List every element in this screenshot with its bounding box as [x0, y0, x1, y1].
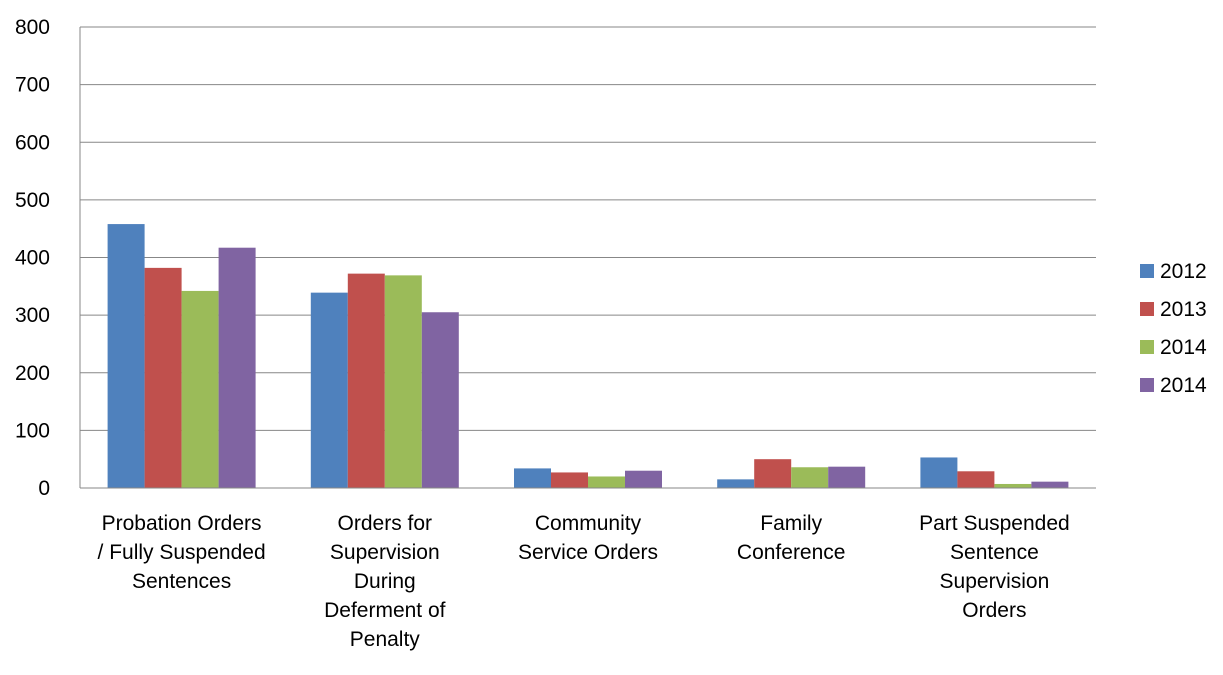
y-axis: 0 100 200 300 400 500 600 700 800 — [15, 16, 81, 500]
x-tick-label-line: Sentences — [132, 570, 231, 593]
bar-2014-1 — [421, 312, 459, 488]
legend-swatch — [1140, 340, 1154, 354]
bar-2013-3 — [754, 459, 792, 488]
bar-2012-4 — [920, 457, 958, 488]
x-tick-label-line: Deferment of — [324, 599, 446, 622]
x-tick-label-line: Community — [535, 512, 642, 535]
bar-2013-4 — [957, 471, 995, 488]
legend-swatch — [1140, 302, 1154, 316]
x-tick-label: Part Suspended Sentence Supervision Orders — [919, 512, 1070, 622]
y-tick-label: 300 — [15, 304, 50, 327]
legend-label: 2013 — [1160, 298, 1207, 321]
x-axis: Probation Orders / Fully Suspended Sentenc… — [80, 487, 1096, 651]
y-tick-label: 800 — [15, 16, 50, 39]
bar-2013-2 — [551, 472, 588, 488]
x-tick-label-line: Orders for — [338, 512, 433, 535]
x-tick-label-line: Penalty — [350, 628, 421, 651]
bar-2013-1 — [347, 273, 385, 488]
legend-label: 2014 — [1160, 336, 1207, 359]
x-tick-label-line: Orders — [962, 599, 1026, 622]
legend-swatch — [1140, 264, 1154, 278]
bar-2014-4 — [1031, 481, 1069, 488]
x-tick-label: Family Conference — [737, 512, 846, 564]
bar-2014-0 — [218, 247, 256, 488]
x-tick-label-line: Part Suspended — [919, 512, 1070, 535]
x-tick-label-line: Probation Orders — [102, 512, 262, 535]
bar-2014-1 — [384, 275, 422, 488]
y-tick-label: 500 — [15, 189, 50, 212]
bars — [107, 224, 1069, 488]
bar-2014-2 — [625, 470, 662, 488]
x-tick-label-line: Service Orders — [518, 541, 658, 564]
y-tick-label: 400 — [15, 247, 50, 270]
bar-2012-3 — [717, 479, 755, 488]
bar-2014-2 — [588, 476, 625, 488]
x-tick-label: Probation Orders / Fully Suspended Sentenc… — [98, 512, 266, 593]
bar-2014-0 — [181, 290, 219, 488]
bar-2012-2 — [514, 468, 551, 488]
x-tick-label: Community Service Orders — [518, 512, 658, 564]
x-tick-label-line: Supervision — [940, 570, 1050, 593]
bar-2013-0 — [144, 267, 182, 488]
y-tick-label: 700 — [15, 74, 50, 97]
x-tick-label: Orders for Supervision During Deferment of P… — [324, 512, 446, 651]
bar-2014-3 — [791, 467, 829, 488]
y-tick-label: 200 — [15, 362, 50, 385]
x-tick-label-line: During — [354, 570, 416, 593]
y-tick-label: 0 — [38, 477, 50, 500]
x-tick-label-line: Sentence — [950, 541, 1039, 564]
legend-swatch — [1140, 378, 1154, 392]
y-tick-label: 100 — [15, 419, 50, 442]
bar-2014-3 — [828, 466, 866, 488]
legend-label: 2014 — [1160, 374, 1207, 397]
x-tick-label-line: Family — [760, 512, 822, 535]
x-tick-label-line: Supervision — [330, 541, 440, 564]
x-tick-label-line: Conference — [737, 541, 846, 564]
legend-label: 2012 — [1160, 260, 1207, 283]
y-tick-label: 600 — [15, 131, 50, 154]
bar-2012-1 — [310, 292, 348, 488]
bar-2012-0 — [107, 224, 145, 488]
legend: 2012 2013 2014 2014 — [1140, 260, 1207, 397]
bar-2014-4 — [994, 483, 1032, 488]
x-tick-label-line: / Fully Suspended — [98, 541, 266, 564]
